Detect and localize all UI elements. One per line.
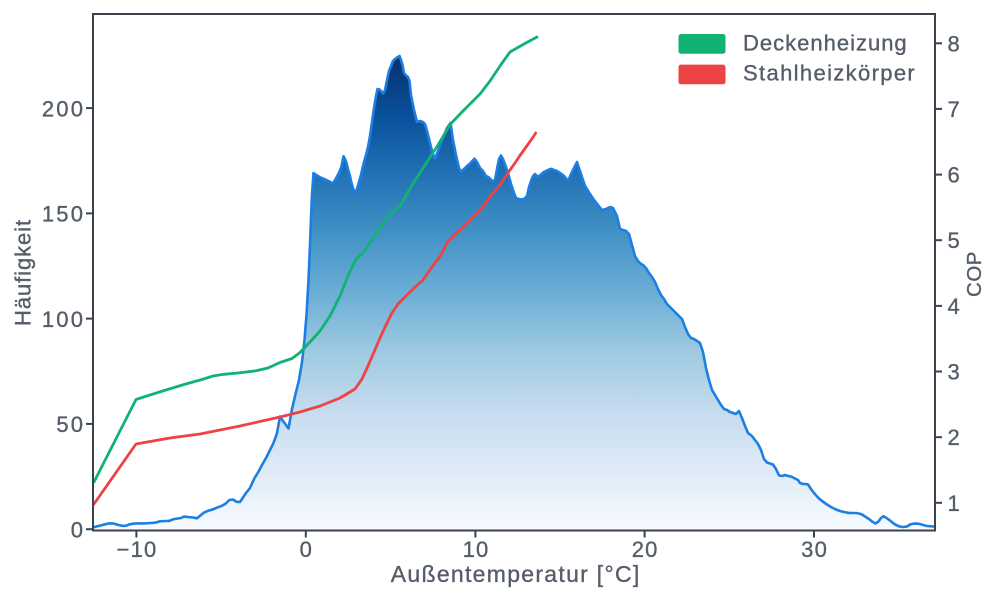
svg-text:8: 8 — [948, 31, 961, 56]
svg-text:4: 4 — [948, 294, 961, 319]
svg-text:Stahlheizkörper: Stahlheizkörper — [743, 61, 916, 86]
svg-text:10: 10 — [463, 537, 490, 562]
svg-text:30: 30 — [801, 537, 828, 562]
svg-text:COP: COP — [963, 251, 986, 297]
svg-text:5: 5 — [948, 228, 961, 253]
svg-text:200: 200 — [42, 96, 85, 121]
svg-text:Außentemperatur [°C]: Außentemperatur [°C] — [391, 561, 641, 587]
svg-text:50: 50 — [56, 412, 85, 437]
svg-text:3: 3 — [948, 360, 961, 385]
svg-text:20: 20 — [632, 537, 659, 562]
svg-text:7: 7 — [948, 97, 961, 122]
svg-text:0: 0 — [300, 537, 313, 562]
svg-text:150: 150 — [42, 202, 85, 227]
svg-text:6: 6 — [948, 163, 961, 188]
svg-text:0: 0 — [71, 517, 85, 542]
svg-text:−10: −10 — [117, 537, 158, 562]
svg-text:100: 100 — [42, 307, 85, 332]
svg-text:1: 1 — [948, 491, 961, 516]
svg-text:Deckenheizung: Deckenheizung — [743, 31, 908, 56]
svg-text:2: 2 — [948, 425, 961, 450]
svg-text:Häufigkeit: Häufigkeit — [11, 219, 36, 326]
